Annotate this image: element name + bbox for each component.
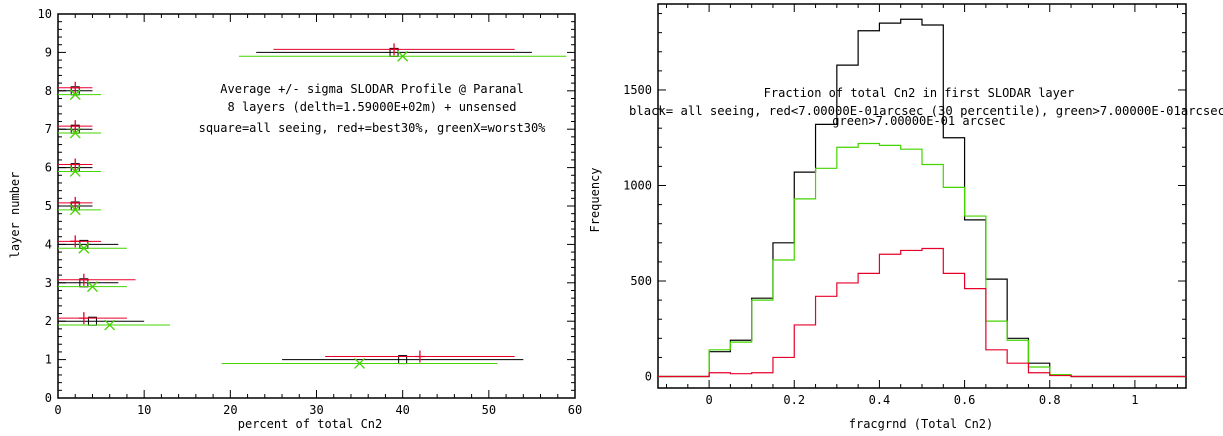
left-x-tick-label: 0	[54, 403, 61, 417]
left-y-tick-label: 2	[45, 314, 52, 328]
right-x-tick-label: 0.2	[783, 393, 805, 407]
right-x-tick-label: 0.8	[1039, 393, 1061, 407]
right-y-tick-label: 0	[645, 370, 652, 384]
left-x-tick-label: 50	[482, 403, 496, 417]
x-marker	[87, 281, 98, 293]
cn2-fraction-histogram: 0 0.2 0.4 0.6 0.8 1 0 500 1000 1500 Fraction of t…	[588, 3, 1223, 431]
plus-marker	[414, 350, 425, 363]
left-y-tick-label: 3	[45, 276, 52, 290]
left-annotation-line-2: 8 layers (delth=1.59000E+02m) + unsensed	[228, 100, 517, 114]
plus-marker	[70, 120, 81, 133]
left-x-tick-label: 10	[137, 403, 151, 417]
left-x-axis-label: percent of total Cn2	[238, 417, 383, 431]
right-annotation-line-3: green>7.00000E-01 arcsec	[832, 114, 1005, 128]
left-annotation-line-3: square=all seeing, red+=best30%, greenX=…	[199, 121, 547, 135]
plus-marker	[78, 312, 89, 325]
right-x-tick-label: 0	[705, 393, 712, 407]
histogram-series-1	[658, 142, 1186, 378]
left-x-tick-label: 40	[395, 403, 409, 417]
left-y-tick-label: 10	[38, 7, 52, 21]
left-y-tick-label: 6	[45, 161, 52, 175]
plus-marker	[70, 158, 81, 171]
left-y-tick-label: 0	[45, 391, 52, 405]
left-x-tick-label: 60	[568, 403, 582, 417]
left-y-tick-label: 1	[45, 353, 52, 367]
plus-marker	[70, 196, 81, 209]
slodar-profile-chart: 0 10 20 30 40 50 60 0 1 2 3 4 5 6 7 8 9 10 Average +/- si…	[8, 7, 582, 431]
right-y-axis-label: Frequency	[588, 167, 602, 232]
histogram-series-2	[658, 247, 1186, 378]
left-plot-frame	[57, 13, 576, 399]
right-y-tick-label: 500	[630, 274, 652, 288]
right-plot-frame	[657, 3, 1187, 389]
x-marker	[69, 127, 81, 139]
right-y-tick-label: 1500	[623, 83, 652, 97]
right-axis-ticks: 0 0.2 0.4 0.6 0.8 1 0 500 1000 1500	[623, 4, 1186, 407]
right-x-axis-label: fracgrnd (Total Cn2)	[849, 417, 994, 431]
left-axis-ticks: 0 10 20 30 40 50 60 0 1 2 3 4 5 6 7 8 9 10	[38, 7, 583, 417]
plus-marker	[70, 235, 81, 248]
right-x-tick-label: 0.4	[869, 393, 891, 407]
left-data-marks	[58, 43, 567, 369]
x-marker	[69, 204, 81, 216]
left-y-axis-label: layer number	[8, 172, 22, 259]
left-y-tick-label: 8	[45, 84, 52, 98]
plus-marker	[78, 273, 89, 286]
right-x-tick-label: 0.6	[954, 393, 976, 407]
plus-marker	[70, 81, 81, 94]
left-x-tick-label: 30	[309, 403, 323, 417]
right-x-tick-label: 1	[1131, 393, 1138, 407]
right-annotation-line-1: Fraction of total Cn2 in first SLODAR la…	[764, 86, 1075, 100]
left-y-tick-label: 7	[45, 122, 52, 136]
left-annotation-line-1: Average +/- sigma SLODAR Profile @ Paran…	[220, 82, 523, 96]
left-y-tick-label: 4	[45, 237, 52, 251]
right-annotation-line-2: black= all seeing, red<7.00000E-01arcsec…	[629, 104, 1223, 118]
x-marker	[78, 242, 90, 254]
right-y-tick-label: 1000	[623, 178, 652, 192]
left-y-tick-label: 9	[45, 45, 52, 59]
x-marker	[397, 50, 409, 62]
x-marker	[69, 89, 81, 101]
x-marker	[104, 319, 116, 331]
histogram-series-0	[658, 18, 1186, 378]
x-marker	[69, 165, 81, 177]
x-marker	[354, 357, 366, 369]
left-x-tick-label: 20	[223, 403, 237, 417]
plus-marker	[389, 43, 400, 56]
right-data-marks	[658, 18, 1186, 378]
left-y-tick-label: 5	[45, 199, 52, 213]
